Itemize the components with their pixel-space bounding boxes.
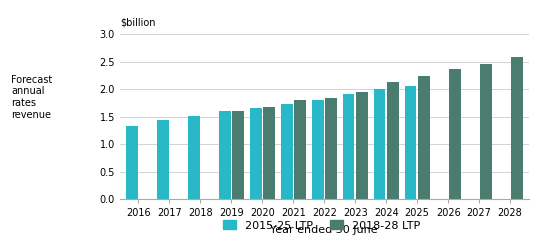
X-axis label: Year ended 30 June: Year ended 30 June [270,225,378,235]
Bar [449,69,461,199]
Text: Forecast
annual
rates
revenue: Forecast annual rates revenue [11,75,52,120]
Bar [294,100,306,199]
Bar [418,77,429,199]
Bar [263,107,275,199]
Bar [387,82,399,199]
Bar [232,111,244,199]
Legend: 2015-25 LTP, 2018-28 LTP: 2015-25 LTP, 2018-28 LTP [219,216,425,235]
Bar [404,86,416,199]
Bar [356,92,368,199]
Bar [126,126,138,199]
Bar [312,100,324,199]
Bar [219,111,231,199]
Bar [250,108,262,199]
Bar [343,94,354,199]
Bar [480,64,492,199]
Text: $billion: $billion [120,17,155,27]
Bar [325,98,337,199]
Bar [511,57,523,199]
Bar [157,120,168,199]
Bar [281,104,293,199]
Bar [374,89,385,199]
Bar [188,115,199,199]
